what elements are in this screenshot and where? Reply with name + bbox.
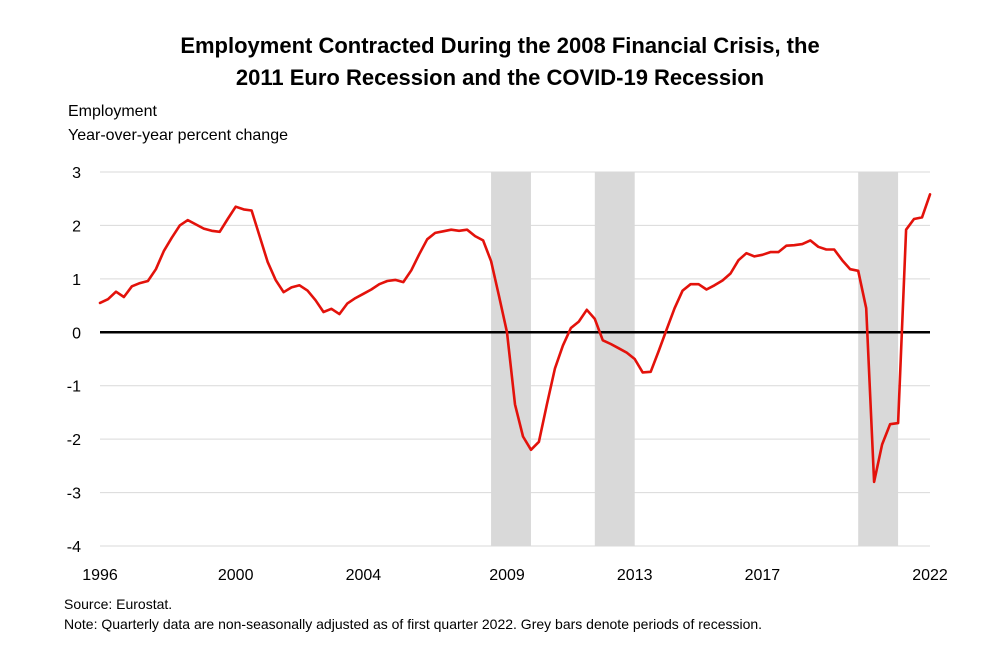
x-tick-label: 2017	[745, 567, 781, 584]
y-tick-label: 0	[72, 325, 81, 342]
employment-series-line	[98, 193, 932, 484]
chart-title-line-2: 2011 Euro Recession and the COVID-19 Rec…	[235, 65, 765, 90]
y-axis-ticks: 3 2 1 0 -1 -2 -3 -4	[67, 165, 81, 556]
y-axis-subtitle: Year-over-year percent change	[68, 127, 288, 144]
source-note: Source: Eurostat.	[64, 596, 173, 612]
y-tick-label: -1	[67, 379, 81, 396]
y-tick-label: -4	[67, 539, 81, 556]
x-axis-ticks: 1996 2000 2004 2009 2013 2017 2022	[82, 567, 948, 584]
recession-bars	[491, 172, 899, 546]
chart-title-line-1: Employment Contracted During the 2008 Fi…	[180, 33, 820, 58]
y-tick-label: -2	[67, 432, 81, 449]
recession-bar-3	[858, 172, 899, 546]
gridlines	[100, 171, 930, 547]
x-tick-label: 2000	[218, 567, 254, 584]
x-tick-label: 2022	[912, 567, 948, 584]
y-tick-label: -3	[67, 486, 81, 503]
footnote: Note: Quarterly data are non-seasonally …	[64, 616, 763, 632]
x-tick-label: 1996	[82, 567, 118, 584]
y-axis-title: Employment	[68, 103, 157, 120]
y-tick-label: 1	[72, 272, 81, 289]
y-tick-label: 2	[72, 218, 81, 235]
x-tick-label: 2013	[617, 567, 653, 584]
x-tick-label: 2009	[489, 567, 525, 584]
y-tick-label: 3	[72, 165, 81, 182]
x-tick-label: 2004	[346, 567, 382, 584]
chart-title: Employment Contracted During the 2008 Fi…	[0, 30, 1000, 94]
series	[98, 193, 932, 484]
recession-bar-2	[594, 172, 635, 546]
